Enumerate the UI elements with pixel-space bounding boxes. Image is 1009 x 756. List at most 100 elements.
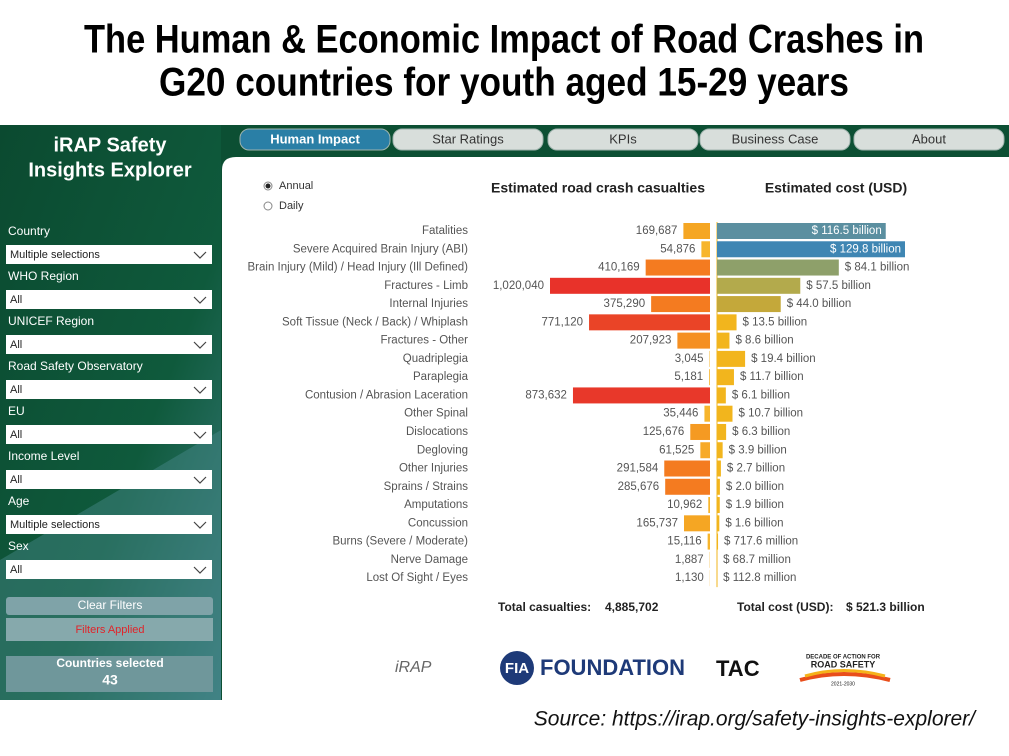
radio-label[interactable]: Daily xyxy=(279,200,304,212)
category-label: Burns (Severe / Moderate) xyxy=(332,536,468,548)
filter-label: Country xyxy=(8,224,50,238)
cost-bar xyxy=(717,296,781,313)
dropdown[interactable] xyxy=(6,245,212,264)
total-label: Total cost (USD): xyxy=(737,600,833,614)
value-label: 1,020,040 xyxy=(493,280,544,292)
value-label: $ 19.4 billion xyxy=(751,353,816,365)
radio[interactable] xyxy=(263,201,273,211)
value-label: $ 2.7 billion xyxy=(727,463,785,475)
value-label: $ 10.7 billion xyxy=(738,408,803,420)
dropdown-value[interactable]: All xyxy=(10,384,22,396)
filter-label: Age xyxy=(8,494,30,508)
dropdown-chevron xyxy=(193,566,207,574)
logo-years: 2021-2030 xyxy=(831,681,855,687)
category-label: Amputations xyxy=(404,499,468,511)
cost-bar xyxy=(717,223,886,239)
casualty-bar xyxy=(708,497,710,514)
dropdown[interactable] xyxy=(6,335,212,354)
category-label: Sprains / Strains xyxy=(384,481,469,493)
tab[interactable] xyxy=(239,128,391,151)
category-label: Soft Tissue (Neck / Back) / Whiplash xyxy=(282,316,468,328)
clear-button[interactable] xyxy=(6,597,213,615)
casualty-bar xyxy=(700,442,710,459)
dropdown[interactable] xyxy=(6,290,212,309)
value-label: 1,887 xyxy=(675,554,704,566)
category-label: Other Injuries xyxy=(399,463,468,475)
logo-road-safety: ROAD SAFETY xyxy=(811,659,876,669)
logo-fia: FIA xyxy=(505,660,529,677)
cost-bar xyxy=(717,515,720,532)
logo-tac: TAC xyxy=(716,656,760,681)
tab[interactable] xyxy=(699,128,851,151)
casualty-bar xyxy=(589,314,710,331)
value-label: 35,446 xyxy=(663,408,698,420)
clear-button-label[interactable]: Clear Filters xyxy=(78,598,143,612)
dropdown-value[interactable]: All xyxy=(10,429,22,441)
logo-irap: iRAP xyxy=(395,659,432,676)
countries-box xyxy=(6,656,213,692)
value-label: 165,737 xyxy=(636,517,678,529)
tab-label[interactable]: Human Impact xyxy=(270,131,360,146)
sidebar-title: Insights Explorer xyxy=(28,159,192,181)
value-label: 1,130 xyxy=(675,572,704,584)
dropdown-value[interactable]: Multiple selections xyxy=(10,519,100,531)
dropdown-value[interactable]: All xyxy=(10,339,22,351)
cost-bar xyxy=(717,533,719,550)
filter-label: Income Level xyxy=(8,449,79,463)
status-box xyxy=(6,618,213,641)
dropdown-value[interactable]: All xyxy=(10,474,22,486)
dropdown[interactable] xyxy=(6,515,212,534)
cost-bar xyxy=(717,405,733,422)
dropdown-value[interactable]: Multiple selections xyxy=(10,249,100,261)
tab[interactable] xyxy=(392,128,544,151)
category-label: Paraplegia xyxy=(413,371,469,383)
category-label: Fractures - Other xyxy=(380,335,468,347)
casualty-bar xyxy=(665,478,710,495)
filter-label: Sex xyxy=(8,539,29,553)
dropdown-value[interactable]: All xyxy=(10,564,22,576)
cost-bar xyxy=(717,369,734,386)
countries-value: 43 xyxy=(102,672,118,688)
value-label: 873,632 xyxy=(525,389,567,401)
casualty-bar xyxy=(684,515,710,532)
casualty-bar xyxy=(707,533,710,550)
category-label: Contusion / Abrasion Laceration xyxy=(305,389,468,401)
cost-bar xyxy=(717,387,726,404)
value-label: $ 6.3 billion xyxy=(732,426,790,438)
dropdown[interactable] xyxy=(6,380,212,399)
casualty-bar xyxy=(677,332,710,349)
fia-badge xyxy=(500,651,534,685)
logo-decade: DECADE OF ACTION FOR xyxy=(806,655,881,661)
tab[interactable] xyxy=(547,128,699,151)
dropdown-chevron xyxy=(193,296,207,304)
dropdown-chevron xyxy=(193,431,207,439)
countries-label: Countries selected xyxy=(56,656,163,670)
total-value: 4,885,702 xyxy=(605,600,659,614)
tab-label[interactable]: Star Ratings xyxy=(432,131,504,146)
cost-bar xyxy=(717,241,905,258)
category-label: Nerve Damage xyxy=(391,554,468,566)
value-label: 3,045 xyxy=(675,353,704,365)
value-label: 54,876 xyxy=(660,243,695,255)
cost-bar xyxy=(717,314,737,331)
dropdown[interactable] xyxy=(6,470,212,489)
value-label: 169,687 xyxy=(636,225,678,237)
casualty-bar xyxy=(709,369,710,386)
value-label: 291,584 xyxy=(617,463,659,475)
category-label: Degloving xyxy=(417,444,468,456)
cost-bar xyxy=(717,259,839,276)
tab[interactable] xyxy=(853,128,1005,151)
dropdown-value[interactable]: All xyxy=(10,294,22,306)
dropdown[interactable] xyxy=(6,425,212,444)
value-label: 5,181 xyxy=(674,371,703,383)
tab-label[interactable]: About xyxy=(912,131,946,146)
value-label: 125,676 xyxy=(643,426,685,438)
tab-label[interactable]: KPIs xyxy=(609,131,637,146)
chart-title: Estimated cost (USD) xyxy=(765,180,907,196)
value-label: $ 717.6 million xyxy=(724,536,798,548)
tab-label[interactable]: Business Case xyxy=(732,131,819,146)
logo-foundation: FOUNDATION xyxy=(540,655,685,680)
radio-label[interactable]: Annual xyxy=(279,180,313,192)
cost-bar xyxy=(717,332,730,349)
dropdown[interactable] xyxy=(6,560,212,579)
